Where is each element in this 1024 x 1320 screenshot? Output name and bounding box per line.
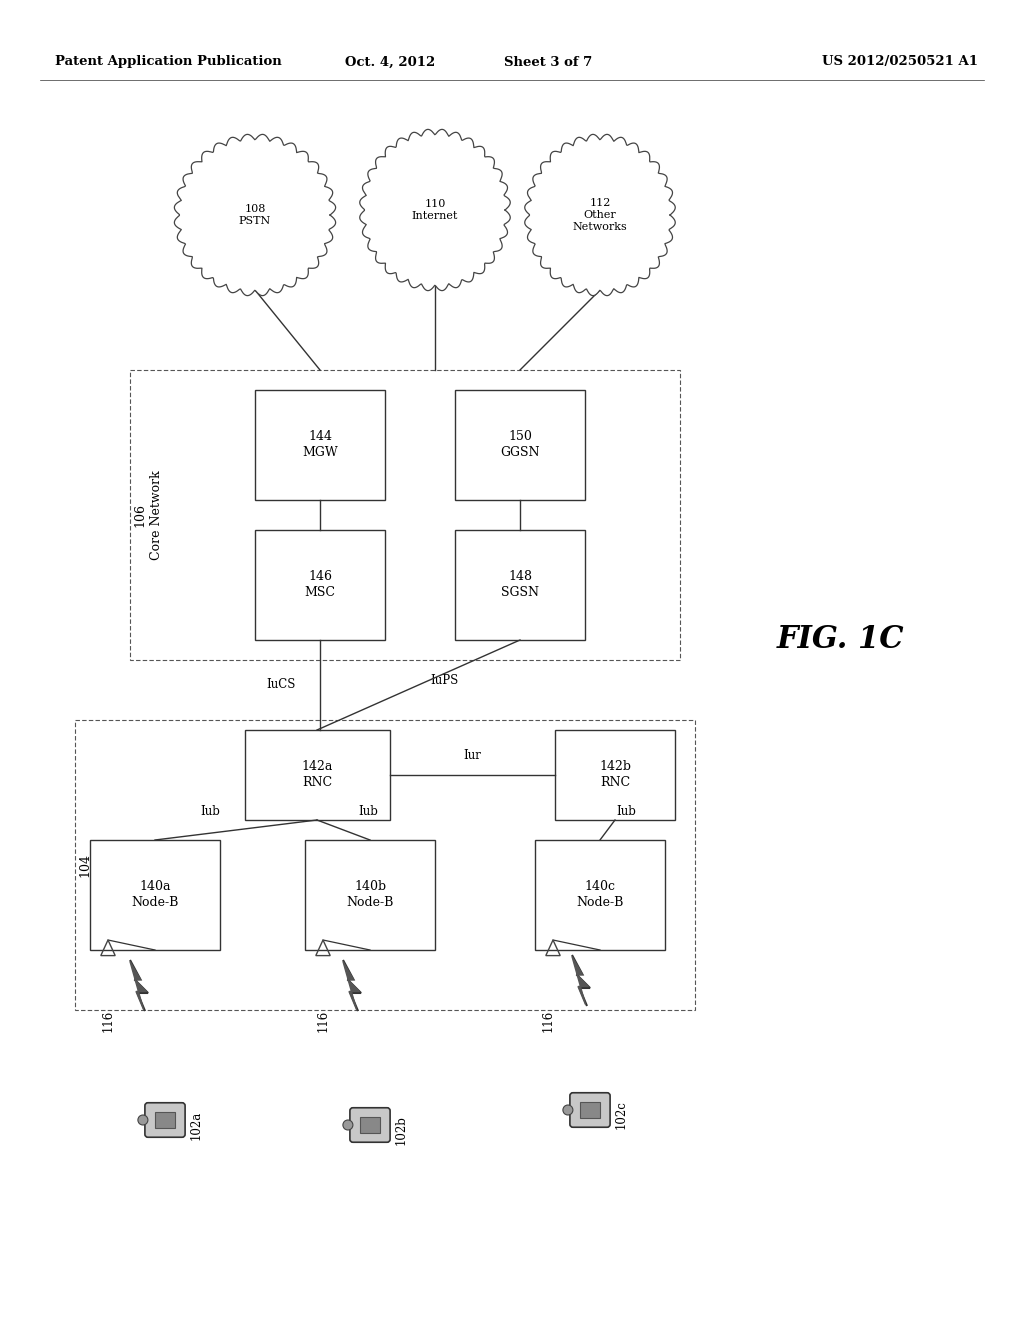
Text: US 2012/0250521 A1: US 2012/0250521 A1: [822, 55, 978, 69]
Text: 108
PSTN: 108 PSTN: [239, 203, 271, 226]
Text: 140a
Node-B: 140a Node-B: [131, 880, 178, 909]
Bar: [255, 531, 385, 640]
Text: FIG. 1C: FIG. 1C: [776, 624, 904, 656]
Text: 144
MGW: 144 MGW: [302, 430, 338, 459]
FancyBboxPatch shape: [350, 1107, 390, 1142]
Bar: [359, 1117, 380, 1133]
Bar: [90, 840, 220, 950]
Bar: [455, 389, 585, 500]
Text: 140b
Node-B: 140b Node-B: [346, 880, 393, 909]
Text: 146
MSC: 146 MSC: [304, 570, 336, 599]
Bar: [255, 389, 385, 500]
Text: 104
RAN: 104 RAN: [79, 850, 108, 879]
Text: Patent Application Publication: Patent Application Publication: [55, 55, 282, 69]
Polygon shape: [359, 129, 510, 290]
Bar: [155, 1113, 175, 1127]
Bar: [75, 719, 695, 1010]
Bar: [455, 531, 585, 640]
Text: Iur: Iur: [463, 748, 481, 762]
Bar: [555, 730, 675, 820]
Text: 148
SGSN: 148 SGSN: [501, 570, 539, 599]
Text: 116: 116: [542, 1010, 555, 1032]
Text: IuCS: IuCS: [266, 678, 296, 692]
Text: 142a
RNC: 142a RNC: [302, 760, 333, 789]
Text: IuPS: IuPS: [430, 673, 459, 686]
Bar: [535, 840, 665, 950]
Circle shape: [343, 1119, 353, 1130]
Text: 116: 116: [101, 1010, 115, 1032]
Text: 116: 116: [316, 1010, 330, 1032]
Bar: [580, 1102, 600, 1118]
Text: Iub: Iub: [616, 805, 636, 818]
Polygon shape: [572, 957, 589, 1005]
FancyBboxPatch shape: [570, 1093, 610, 1127]
Text: Iub: Iub: [358, 805, 378, 818]
FancyBboxPatch shape: [145, 1102, 185, 1138]
Text: 106
Core Network: 106 Core Network: [133, 470, 163, 560]
Polygon shape: [524, 135, 675, 296]
Text: Iub: Iub: [200, 805, 220, 818]
Text: 140c
Node-B: 140c Node-B: [577, 880, 624, 909]
Text: 112
Other
Networks: 112 Other Networks: [572, 198, 628, 232]
Text: 102b: 102b: [395, 1115, 408, 1144]
Polygon shape: [174, 135, 336, 296]
Text: Sheet 3 of 7: Sheet 3 of 7: [504, 55, 592, 69]
Circle shape: [138, 1115, 147, 1125]
Text: 102c: 102c: [615, 1101, 628, 1130]
Text: 110
Internet: 110 Internet: [412, 199, 458, 222]
Text: Oct. 4, 2012: Oct. 4, 2012: [345, 55, 435, 69]
Circle shape: [563, 1105, 572, 1115]
Polygon shape: [343, 961, 359, 1010]
Bar: [130, 370, 680, 660]
Polygon shape: [130, 961, 146, 1010]
Text: 102a: 102a: [190, 1110, 203, 1139]
Bar: [305, 840, 435, 950]
Bar: [245, 730, 390, 820]
Text: 142b
RNC: 142b RNC: [599, 760, 631, 789]
Text: 150
GGSN: 150 GGSN: [501, 430, 540, 459]
